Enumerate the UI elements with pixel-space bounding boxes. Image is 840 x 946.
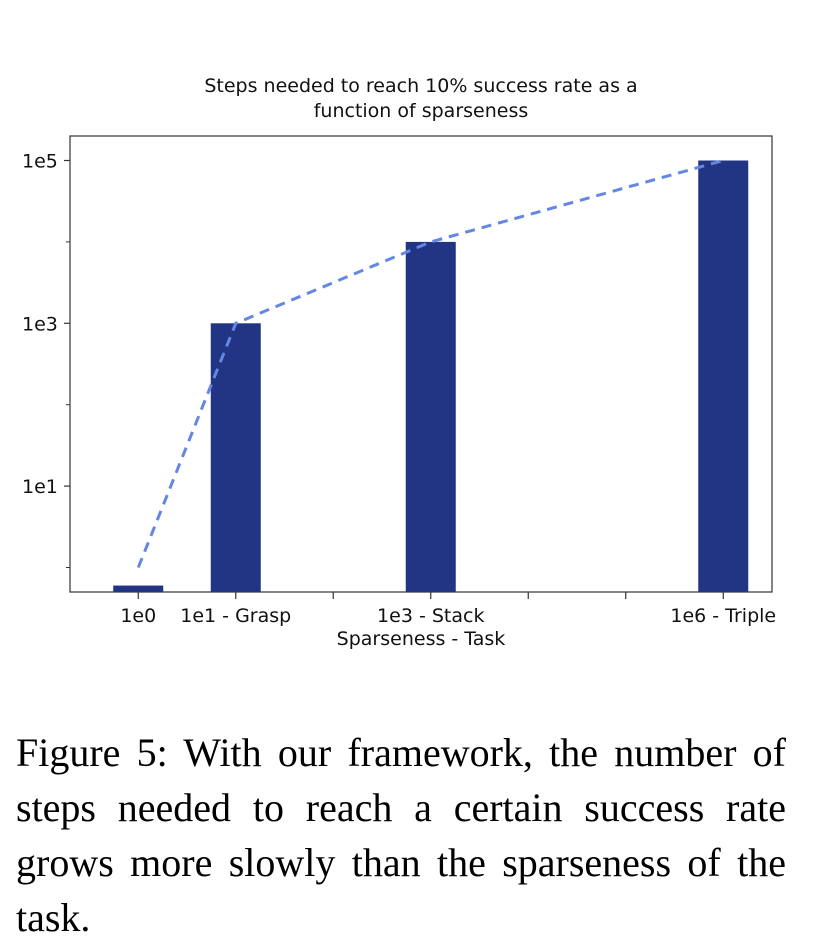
x-tick-label: 1e1 - Grasp [180,605,291,627]
bar [698,160,749,593]
y-tick-label: 1e1 [22,476,58,498]
bar [210,323,261,592]
x-tick-label: 1e3 - Stack [377,605,484,627]
chart-figure: Steps needed to reach 10% success rate a… [22,75,776,650]
chart-title-line: Steps needed to reach 10% success rate a… [204,75,637,97]
x-tick-label: 1e6 - Triple [670,605,776,627]
figure-caption: Figure 5: With our framework, the number… [16,730,786,940]
x-axis-label: Sparseness - Task [337,628,506,650]
bar-chart: Steps needed to reach 10% success rate a… [22,75,776,650]
x-tick-label: 1e0 [120,605,156,627]
bar [113,585,164,592]
bar [405,241,456,593]
chart-title-line: function of sparseness [314,100,529,122]
y-tick-label: 1e5 [22,151,58,173]
y-tick-label: 1e3 [22,313,58,335]
